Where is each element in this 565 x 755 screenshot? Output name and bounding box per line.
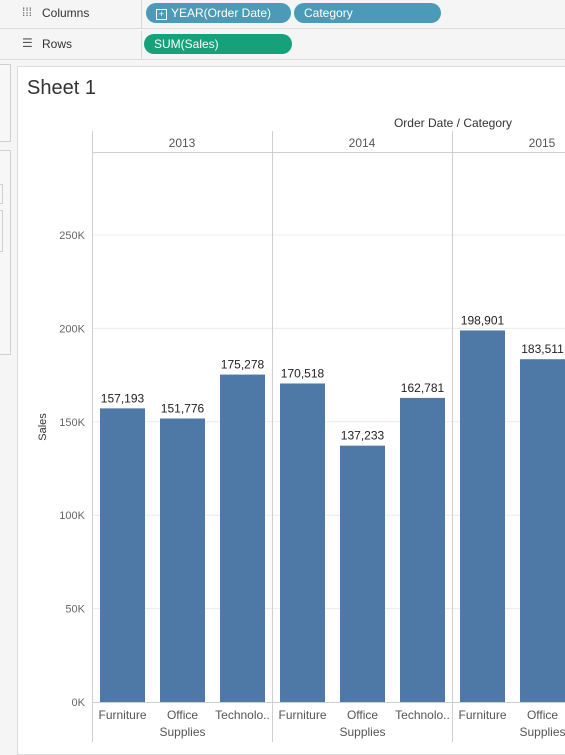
category-tick-label: Supplies [519,725,565,739]
shelf-divider [0,59,565,60]
year-header-label: 2013 [169,136,196,150]
bar-value-label: 183,511 [521,342,564,356]
bar-value-label: 198,901 [461,313,505,327]
left-panel-box [0,150,11,355]
sheet-title: Sheet 1 [27,77,96,99]
year-header-label: 2014 [349,136,376,150]
bar [520,359,565,702]
left-panel-box [0,184,3,204]
bar [160,418,205,702]
bar [220,374,265,702]
rows-shelf: ☰ Rows SUM(Sales) [0,31,565,59]
category-tick-label: Furniture [458,708,506,722]
bar-value-label: 175,278 [221,358,265,372]
columns-label: Columns [42,6,90,20]
category-tick-label: Supplies [339,725,385,739]
rows-shelf-label: ☰ Rows [0,31,142,59]
pill-year-label: YEAR(Order Date) [171,6,272,20]
left-panel-box [0,64,11,142]
y-tick-label: 100K [59,510,85,522]
y-tick-label: 150K [59,417,85,429]
category-tick-label: Office [527,708,558,722]
bar [340,445,385,702]
category-tick-label: Supplies [159,725,205,739]
rows-icon: ☰ [22,36,33,50]
pill-year-order-date[interactable]: + YEAR(Order Date) [146,3,291,23]
y-tick-label: 50K [65,604,85,616]
category-tick-label: Technolo.. [215,708,270,722]
bar [400,397,445,702]
bar-value-label: 151,776 [161,401,205,415]
bar [100,408,145,702]
y-axis-title: Sales [37,413,49,441]
bar [280,383,325,702]
rows-label: Rows [42,37,73,51]
columns-shelf-label: ⁞⁞⁞ Columns [0,0,142,28]
pill-sum-sales-label: SUM(Sales) [154,37,219,51]
left-panel-strip [0,64,12,755]
year-header-label: 2015 [529,136,556,150]
pill-sum-sales[interactable]: SUM(Sales) [144,34,292,54]
pill-category-label: Category [304,6,353,20]
category-tick-label: Furniture [98,708,146,722]
bar-value-label: 157,193 [101,391,145,405]
column-header-title: Order Date / Category [394,116,512,130]
columns-icon: ⁞⁞⁞ [22,5,33,19]
category-tick-label: Furniture [278,708,326,722]
y-tick-label: 200K [59,323,85,335]
category-tick-label: Office [167,708,198,722]
expand-plus-icon[interactable]: + [156,9,167,20]
category-tick-label: Office [347,708,378,722]
bar [460,330,505,702]
shelf-divider [0,28,565,29]
bar-value-label: 170,518 [281,366,325,380]
category-tick-label: Technolo.. [395,708,450,722]
y-tick-label: 0K [72,697,86,709]
bar-value-label: 162,781 [401,381,445,395]
bar-value-label: 137,233 [341,429,385,443]
y-tick-label: 250K [59,230,85,242]
pill-category[interactable]: Category [294,3,441,23]
left-panel-box [0,210,3,252]
columns-shelf: ⁞⁞⁞ Columns + YEAR(Order Date) Category [0,0,565,28]
